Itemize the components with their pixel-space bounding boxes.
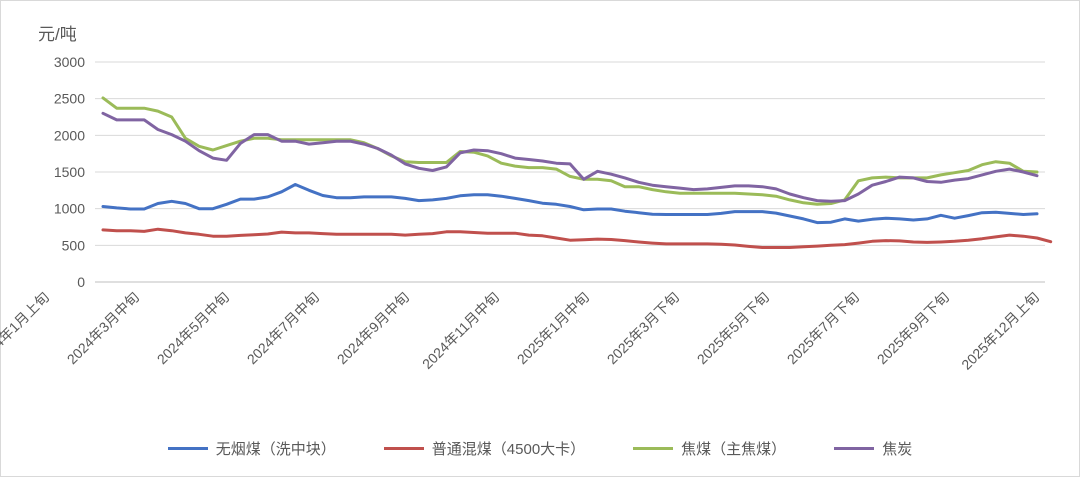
series-line-1: [101, 227, 1053, 249]
legend-swatch: [834, 446, 875, 450]
x-tick-label: 2025年9月下旬: [874, 289, 952, 367]
x-tick-label: 2025年3月下旬: [604, 289, 682, 367]
y-tick-label: 2500: [54, 91, 85, 107]
legend-item: 普通混煤（4500大卡）: [383, 436, 586, 460]
x-tick-label: 2024年11月中旬: [419, 289, 502, 372]
y-tick-labels: 0 500 1000 1500 2000 2500 3000: [54, 54, 85, 290]
x-tick-labels: 2024年1月上旬 2024年3月中旬 2024年5月中旬 2024年7月中旬 2024…: [0, 289, 1042, 373]
legend-label: 焦煤（主焦煤）: [681, 440, 787, 458]
y-tick-label: 2000: [54, 127, 85, 143]
legend-label: 焦炭: [882, 440, 913, 458]
x-tick-label: 2025年7月下旬: [784, 289, 862, 367]
legend-swatch: [633, 446, 674, 450]
x-tick-label: 2024年7月中旬: [244, 289, 322, 367]
x-tick-label: 2025年5月下旬: [694, 289, 772, 367]
y-tick-label: 1500: [54, 164, 85, 180]
y-tick-label: 1000: [54, 201, 85, 217]
x-tick-label: 2024年1月上旬: [0, 289, 52, 367]
gridlines: [95, 61, 1045, 283]
legend-item: 无烟煤（洗中块）: [167, 436, 336, 460]
legend: 无烟煤（洗中块） 普通混煤（4500大卡） 焦煤（主焦煤） 焦炭: [0, 436, 1080, 460]
x-tick-label: 2025年1月中旬: [514, 289, 592, 367]
x-tick-label: 2024年9月中旬: [334, 289, 412, 367]
x-tick-label: 2024年5月中旬: [154, 289, 232, 367]
series-lines: [101, 96, 1053, 249]
legend-label: 普通混煤（4500大卡）: [431, 440, 586, 458]
y-axis-label: 元/吨: [38, 25, 77, 44]
y-tick-label: 0: [77, 274, 85, 290]
legend-item: 焦煤（主焦煤）: [633, 436, 786, 460]
legend-swatch: [383, 446, 424, 450]
legend-label: 无烟煤（洗中块）: [215, 440, 336, 458]
series-line-2: [101, 96, 1039, 206]
legend-swatch: [167, 446, 208, 450]
y-tick-label: 3000: [54, 54, 85, 70]
series-line-3: [101, 111, 1039, 203]
x-tick-label: 2025年12月上旬: [958, 289, 1042, 373]
legend-item: 焦炭: [834, 436, 912, 460]
y-tick-label: 500: [62, 237, 86, 253]
series-line-0: [101, 183, 1039, 225]
x-tick-label: 2024年3月中旬: [64, 289, 142, 367]
